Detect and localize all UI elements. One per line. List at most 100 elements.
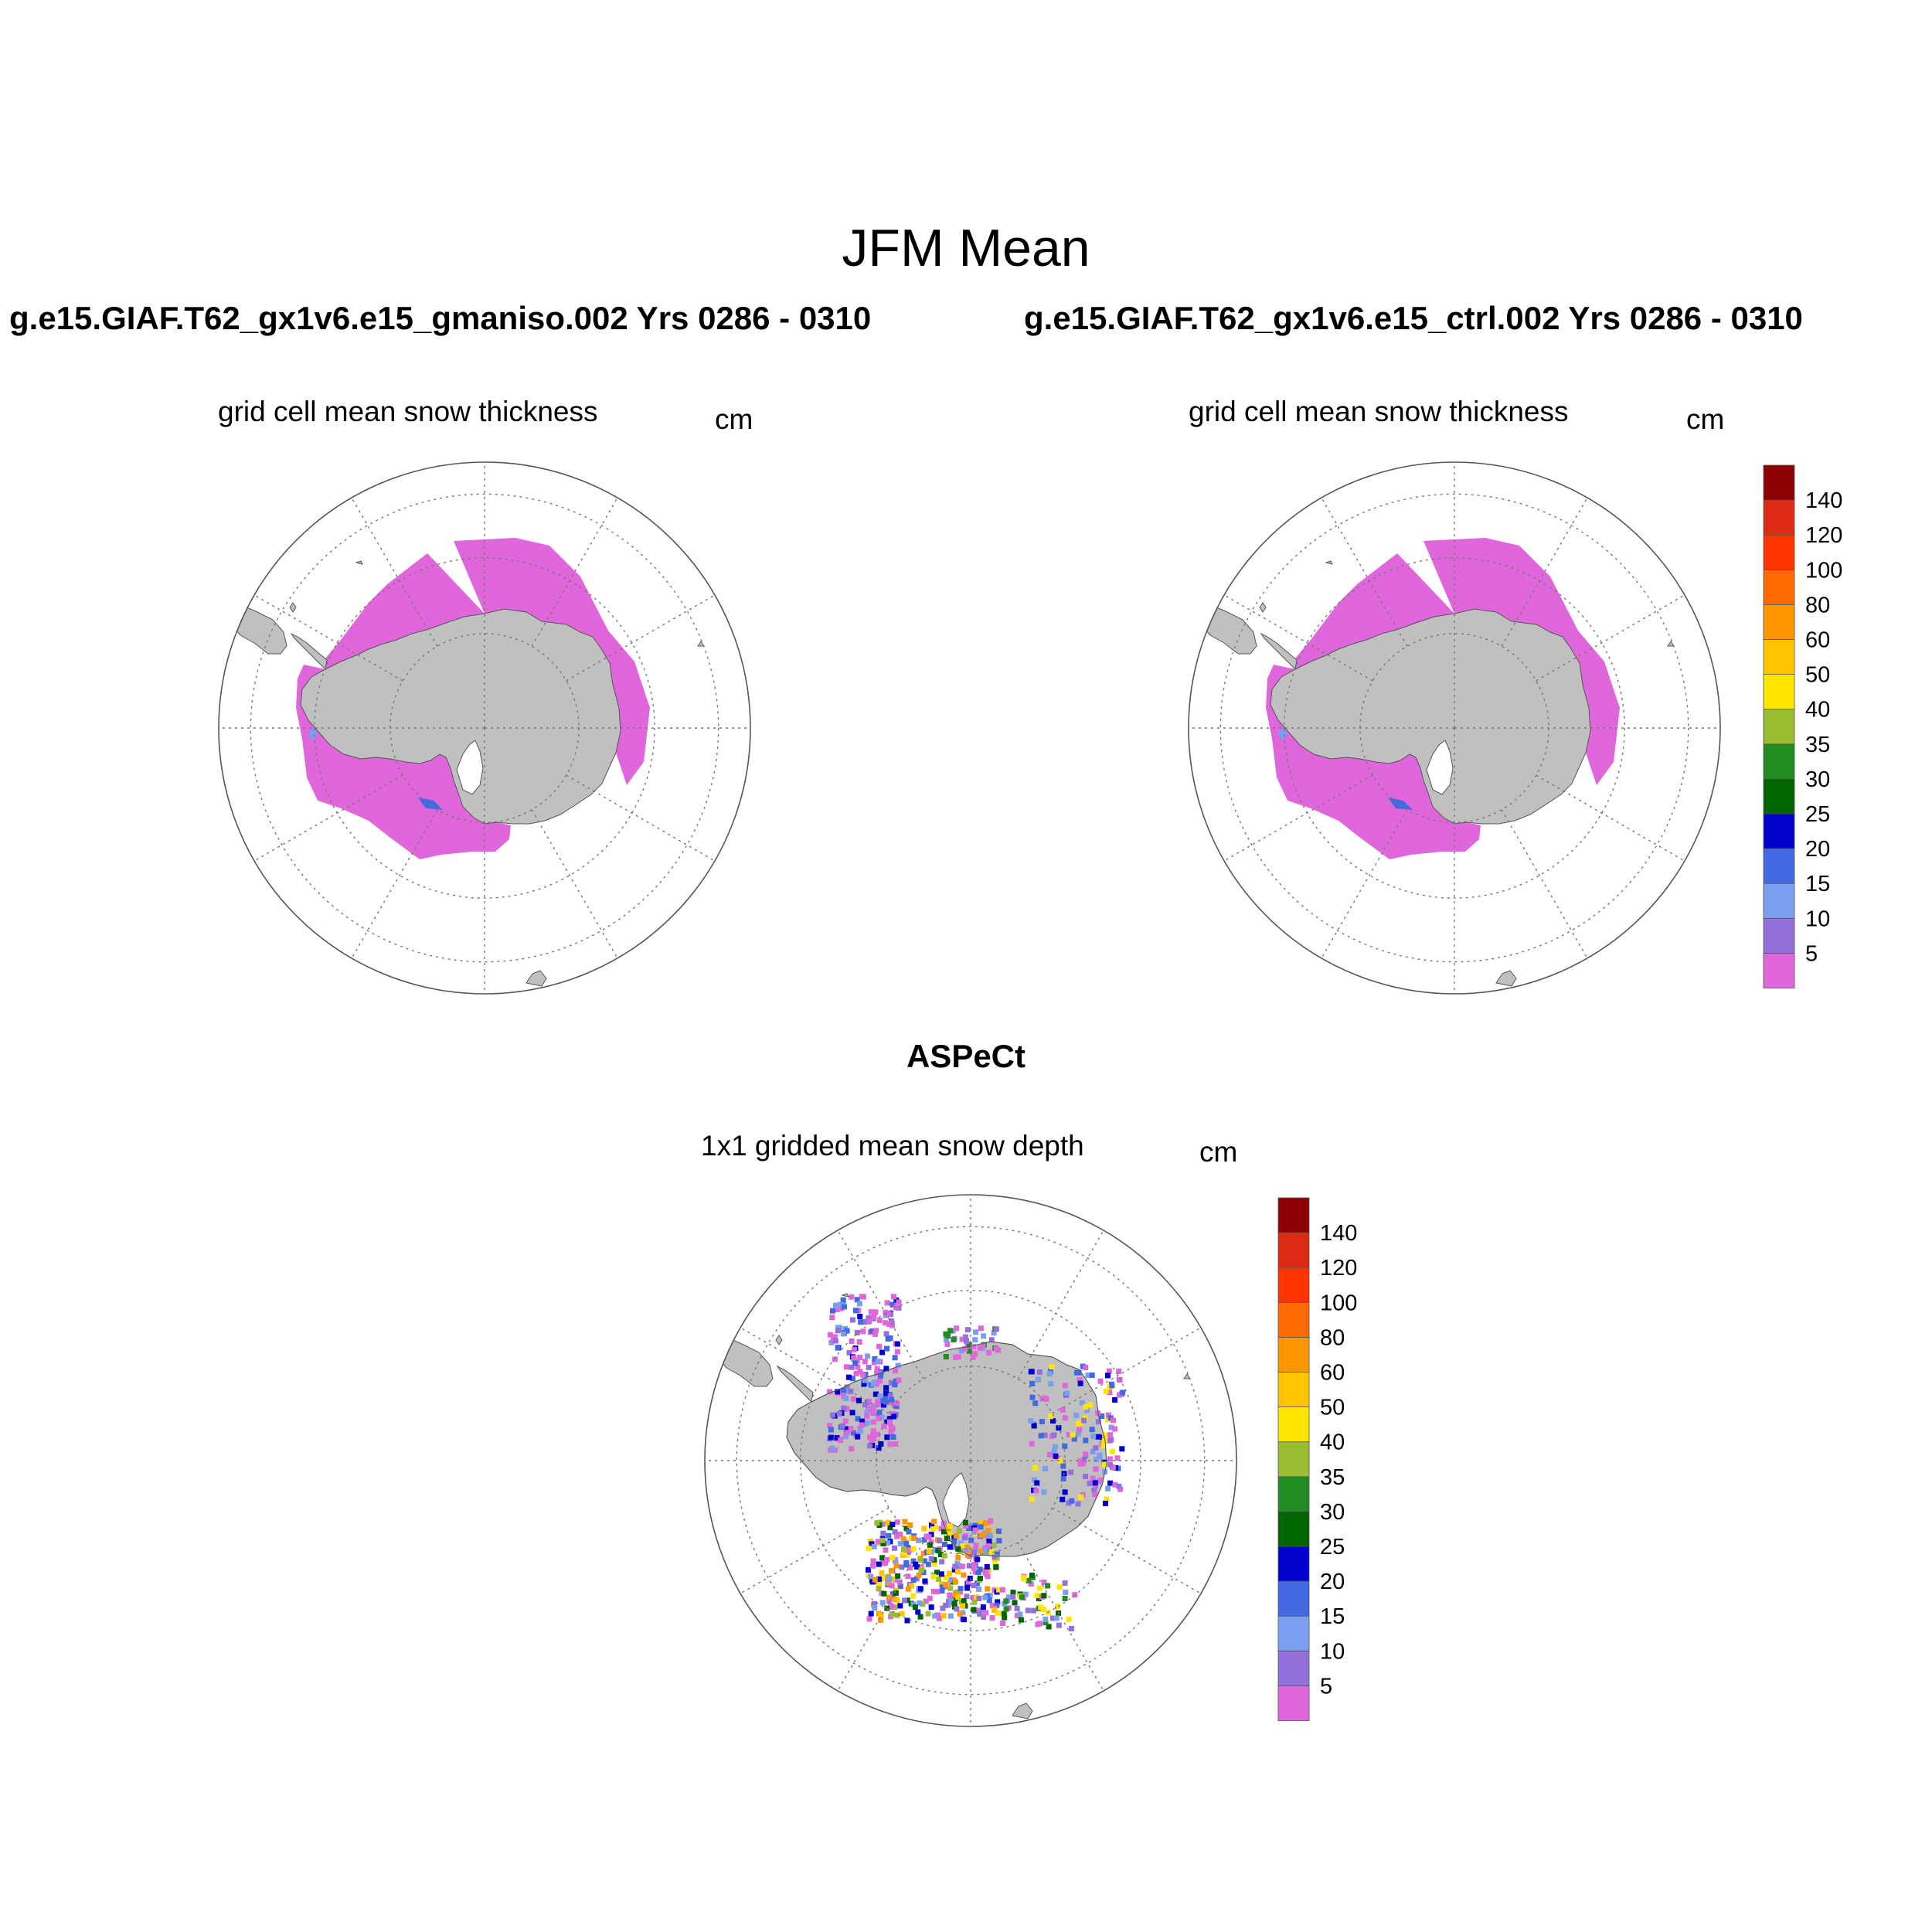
snow-depth-cell [838, 1437, 844, 1444]
snow-depth-cell [952, 1579, 958, 1585]
snow-depth-cell [936, 1577, 941, 1582]
snow-depth-cell [1041, 1580, 1047, 1585]
snow-depth-cell [995, 1599, 1001, 1605]
snow-depth-cell [976, 1586, 981, 1592]
snow-depth-cell [855, 1364, 861, 1370]
snow-depth-cell [953, 1354, 958, 1360]
snow-depth-cell [1105, 1412, 1111, 1418]
snow-depth-cell [1114, 1455, 1121, 1461]
snow-depth-cell [934, 1570, 940, 1576]
snow-depth-cell [989, 1603, 995, 1609]
colorbar-label: 50 [1805, 663, 1830, 688]
snow-depth-cell [866, 1616, 872, 1622]
snow-depth-cell [872, 1391, 879, 1397]
snow-patch-10cm [1278, 726, 1287, 740]
snow-depth-cell [879, 1537, 886, 1543]
meridian-line [1017, 1230, 1104, 1379]
snow-depth-cell [893, 1563, 900, 1569]
snow-depth-cell [1094, 1457, 1100, 1463]
latitude-circle [314, 557, 655, 899]
snow-depth-cell [865, 1353, 870, 1359]
colorbar-label: 60 [1320, 1361, 1345, 1386]
colorbar-box [1277, 1476, 1310, 1512]
snow-depth-cell [856, 1301, 862, 1307]
snow-depth-cell [899, 1564, 905, 1570]
snow-depth-cell [1022, 1591, 1029, 1597]
snow-depth-cell [855, 1416, 861, 1422]
snow-depth-cell [974, 1580, 980, 1587]
snow-depth-cell [1077, 1461, 1083, 1467]
snow-depth-cell [943, 1575, 949, 1580]
snow-depth-cell [1099, 1413, 1105, 1419]
snow-depth-cell [857, 1369, 863, 1375]
snow-depth-cell [849, 1338, 855, 1344]
snow-depth-cell [893, 1368, 899, 1374]
colorbar-label: 5 [1805, 941, 1818, 966]
meridian-line [531, 497, 618, 647]
snow-depth-cell [939, 1581, 945, 1587]
snow-depth-cell [878, 1617, 884, 1623]
snow-depth-cell [840, 1297, 846, 1303]
snow-depth-cell [967, 1342, 972, 1348]
snow-depth-cell [888, 1379, 894, 1386]
snow-depth-cell [1085, 1372, 1091, 1379]
snow-depth-cell [985, 1543, 992, 1549]
snow-depth-cell [1105, 1417, 1111, 1423]
snow-depth-cell [884, 1556, 889, 1563]
meridian-line [1052, 1507, 1202, 1594]
snow-depth-cell [1073, 1369, 1080, 1376]
snow-depth-cell [872, 1605, 878, 1611]
snow-depth-cell [953, 1532, 959, 1539]
snow-depth-cell [1101, 1437, 1107, 1444]
snow-depth-cell [1010, 1590, 1016, 1596]
snow-depth-cell [1066, 1500, 1072, 1506]
snow-depth-cell [872, 1577, 878, 1583]
snow-depth-cell [1032, 1477, 1037, 1483]
snow-depth-cell [991, 1330, 997, 1336]
snow-depth-cell [931, 1556, 937, 1563]
snow-depth-cell [940, 1613, 947, 1619]
snow-depth-cell [832, 1356, 838, 1362]
snow-depth-cell [929, 1522, 934, 1529]
colorbar-box [1277, 1197, 1310, 1233]
colorbar-box [1277, 1301, 1310, 1338]
snow-depth-cell [874, 1366, 880, 1372]
snow-depth-cell [839, 1423, 845, 1429]
snow-depth-cell [907, 1522, 913, 1528]
snow-depth-cell [985, 1527, 992, 1533]
snow-depth-cell [1108, 1437, 1114, 1443]
snow-depth-cell [947, 1544, 953, 1550]
snow-depth-cell [885, 1311, 891, 1317]
snow-depth-cell [993, 1345, 999, 1352]
colorbar-box [1763, 604, 1795, 640]
snow-depth-cell [1002, 1614, 1008, 1621]
map-panel-gmaniso [217, 461, 752, 995]
snow-depth-cell [961, 1598, 967, 1604]
snow-depth-cell [887, 1416, 893, 1422]
snow-depth-cell [963, 1522, 969, 1529]
colorbar-label: 15 [1320, 1604, 1345, 1629]
snow-depth-cell [951, 1539, 957, 1545]
snow-depth-cell [1102, 1432, 1108, 1438]
colorbar-label: 50 [1320, 1396, 1345, 1420]
snow-depth-cell [1083, 1437, 1089, 1444]
colorbar-label: 30 [1320, 1500, 1345, 1525]
snow-depth-cell [891, 1413, 897, 1420]
snow-depth-cell [1083, 1404, 1089, 1410]
snow-depth-cell [951, 1566, 957, 1573]
snow-depth-cell [1051, 1448, 1057, 1454]
snow-depth-cell [910, 1558, 917, 1564]
snow-depth-cell [1048, 1381, 1054, 1386]
map-panel-aspect [703, 1193, 1238, 1728]
colorbar-label: 40 [1805, 698, 1830, 723]
snow-depth-cell [992, 1554, 998, 1560]
sea-ice-snow-region [1266, 665, 1481, 859]
snow-depth-cell [889, 1576, 896, 1582]
snow-depth-cell [1060, 1476, 1066, 1481]
panel-right-units: cm [1686, 403, 1725, 435]
snow-depth-cell [1069, 1625, 1074, 1631]
colorbar-box [1277, 1441, 1310, 1478]
snow-depth-cell [947, 1328, 954, 1334]
snow-depth-cell [856, 1397, 862, 1403]
obs-panel-title: ASPeCt [906, 1038, 1026, 1074]
